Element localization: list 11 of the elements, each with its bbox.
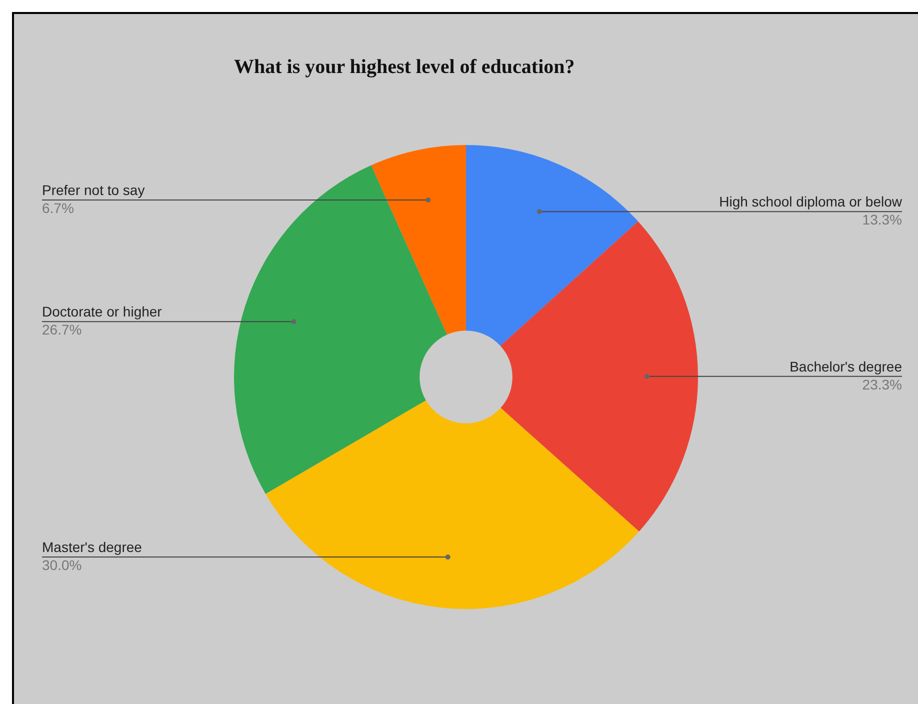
data-label: 26.7% <box>42 321 82 338</box>
chart-title: What is your highest level of education? <box>234 56 575 78</box>
data-label: 30.0% <box>42 556 82 573</box>
data-label: 6.7% <box>42 200 74 216</box>
slice-label: High school diploma or below <box>719 193 903 210</box>
slice-label: Prefer not to say <box>42 182 145 198</box>
slice-label: Doctorate or higher <box>42 303 162 320</box>
slice-label: Bachelor's degree <box>790 358 902 374</box>
data-label: 23.3% <box>862 376 902 392</box>
data-label: 13.3% <box>862 211 902 228</box>
slice-label: Master's degree <box>42 538 142 555</box>
